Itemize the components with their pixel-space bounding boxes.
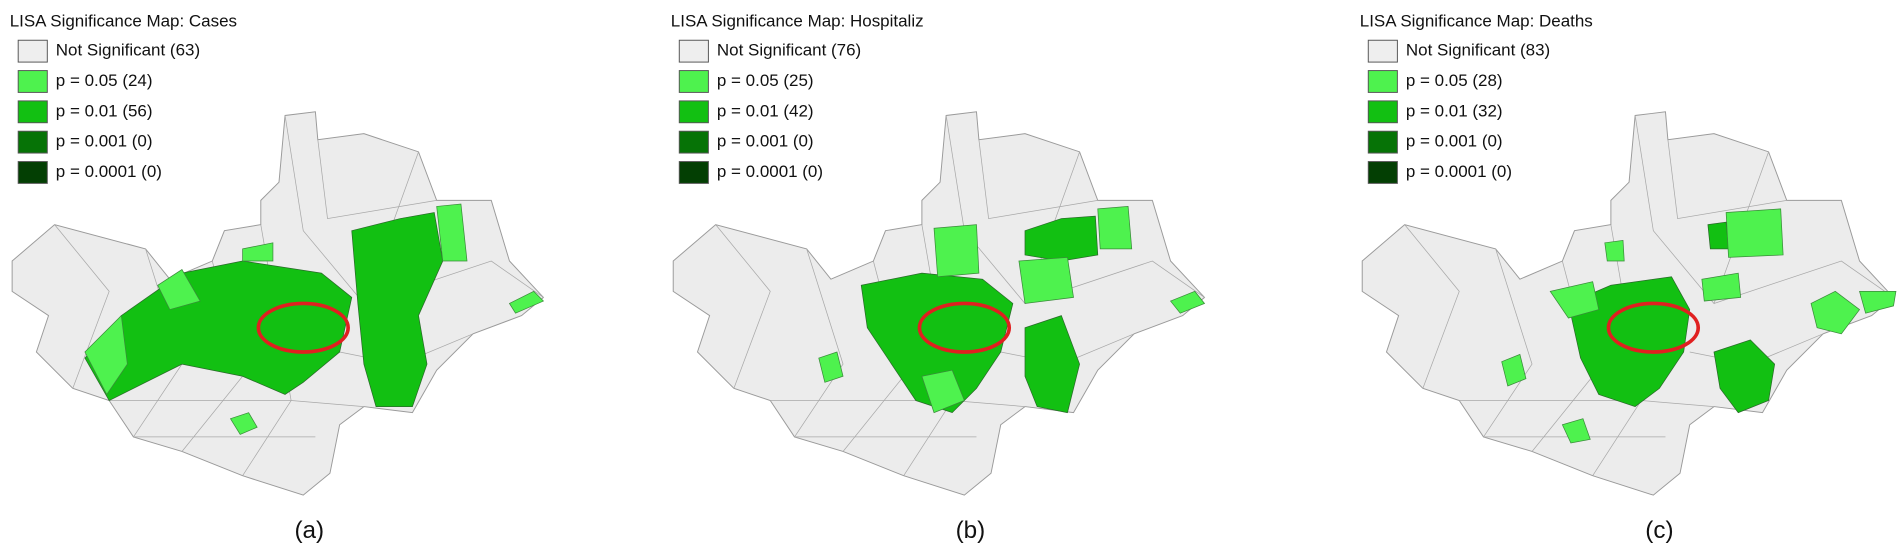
region	[921, 369, 965, 414]
legend-label: p = 0.001 (0)	[56, 132, 153, 151]
legend-label: p = 0.001 (0)	[717, 132, 814, 151]
region	[1024, 215, 1099, 262]
highlight-ring	[256, 301, 350, 354]
legend-label: Not Significant (83)	[1406, 41, 1550, 60]
legend-label: p = 0.05 (28)	[1406, 71, 1503, 90]
region	[229, 412, 258, 435]
region	[1097, 206, 1133, 250]
legend-swatch	[1367, 130, 1398, 154]
region	[508, 290, 545, 314]
panel-caption: (a)	[294, 517, 324, 544]
legend-title: LISA Significance Map: Deaths	[1360, 12, 1593, 31]
region	[436, 203, 468, 262]
legend-swatch	[678, 130, 709, 154]
legend-label: p = 0.0001 (0)	[1406, 162, 1512, 181]
legend-swatch	[17, 39, 48, 63]
legend-label: Not Significant (63)	[56, 41, 200, 60]
region	[860, 272, 1014, 414]
highlight-ring	[917, 301, 1012, 354]
panel-caption: (c)	[1645, 517, 1673, 544]
panel: LISA Significance Map: Cases Not Signific…	[10, 12, 545, 544]
region	[1561, 418, 1591, 444]
region	[1707, 221, 1729, 250]
region	[1169, 290, 1206, 314]
region	[933, 224, 980, 278]
legend-label: p = 0.05 (25)	[717, 71, 814, 90]
region	[351, 212, 444, 407]
region	[1713, 339, 1776, 414]
legend-label: Not Significant (76)	[717, 41, 861, 60]
legend-swatch	[678, 100, 709, 124]
legend-swatch	[1367, 70, 1398, 93]
region	[157, 268, 201, 310]
legend-swatch	[17, 161, 48, 184]
panel-caption: (b)	[956, 517, 986, 544]
region	[84, 314, 128, 396]
region	[1810, 290, 1861, 335]
legend-label: p = 0.001 (0)	[1406, 132, 1503, 151]
legend-swatch	[17, 70, 48, 93]
legend-title: LISA Significance Map: Hospitaliz	[671, 12, 924, 31]
legend-swatch	[17, 100, 48, 124]
region	[1859, 290, 1897, 314]
legend-label: p = 0.01 (56)	[56, 101, 153, 120]
region	[1024, 315, 1080, 414]
region	[242, 242, 274, 262]
region	[1701, 272, 1742, 302]
legend-label: p = 0.01 (42)	[717, 101, 814, 120]
region	[1725, 208, 1784, 258]
panel: LISA Significance Map: Deaths Not Signifi…	[1360, 12, 1897, 544]
legend-label: p = 0.0001 (0)	[56, 162, 162, 181]
legend-label: p = 0.05 (24)	[56, 71, 153, 90]
legend-title: LISA Significance Map: Cases	[10, 12, 237, 31]
legend-swatch	[678, 39, 709, 63]
region	[1604, 239, 1625, 262]
region	[1501, 353, 1527, 387]
region	[818, 351, 844, 383]
legend-swatch	[1367, 100, 1398, 124]
region	[1018, 256, 1074, 304]
legend-label: p = 0.0001 (0)	[717, 162, 823, 181]
panel: LISA Significance Map: Hospitaliz Not Sig…	[671, 12, 1206, 544]
legend-swatch	[17, 130, 48, 154]
legend-swatch	[678, 70, 709, 93]
legend-label: p = 0.01 (32)	[1406, 101, 1503, 120]
region	[1549, 281, 1600, 319]
legend-swatch	[1367, 39, 1398, 63]
highlight-ring	[1606, 301, 1701, 354]
legend-swatch	[1367, 161, 1398, 184]
legend-swatch	[678, 161, 709, 184]
